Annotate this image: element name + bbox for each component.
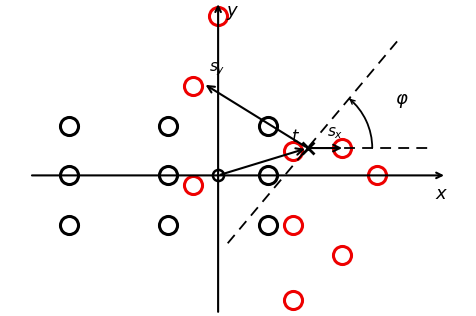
Text: $\varphi$: $\varphi$ (395, 92, 409, 110)
Text: $x$: $x$ (435, 185, 448, 203)
Text: $t$: $t$ (291, 128, 300, 146)
Text: $s_x$: $s_x$ (327, 125, 344, 141)
Text: $y$: $y$ (226, 4, 239, 22)
Text: $s_y$: $s_y$ (209, 61, 226, 78)
